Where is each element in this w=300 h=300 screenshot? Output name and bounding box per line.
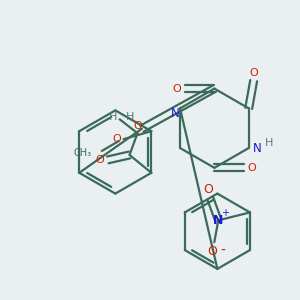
Text: H: H xyxy=(265,138,274,148)
Text: N: N xyxy=(213,214,224,227)
Text: O: O xyxy=(249,68,258,78)
Text: O: O xyxy=(133,121,142,131)
Text: O: O xyxy=(172,84,181,94)
Text: O: O xyxy=(203,183,213,196)
Text: O: O xyxy=(248,163,256,173)
Text: -: - xyxy=(221,244,226,258)
Text: N: N xyxy=(253,142,262,154)
Text: H: H xyxy=(126,112,134,122)
Text: N: N xyxy=(171,107,179,120)
Text: H: H xyxy=(109,112,117,122)
Text: O: O xyxy=(207,244,217,258)
Text: CH₃: CH₃ xyxy=(74,148,92,158)
Text: O: O xyxy=(112,134,121,144)
Text: O: O xyxy=(95,155,104,165)
Text: +: + xyxy=(221,208,229,218)
